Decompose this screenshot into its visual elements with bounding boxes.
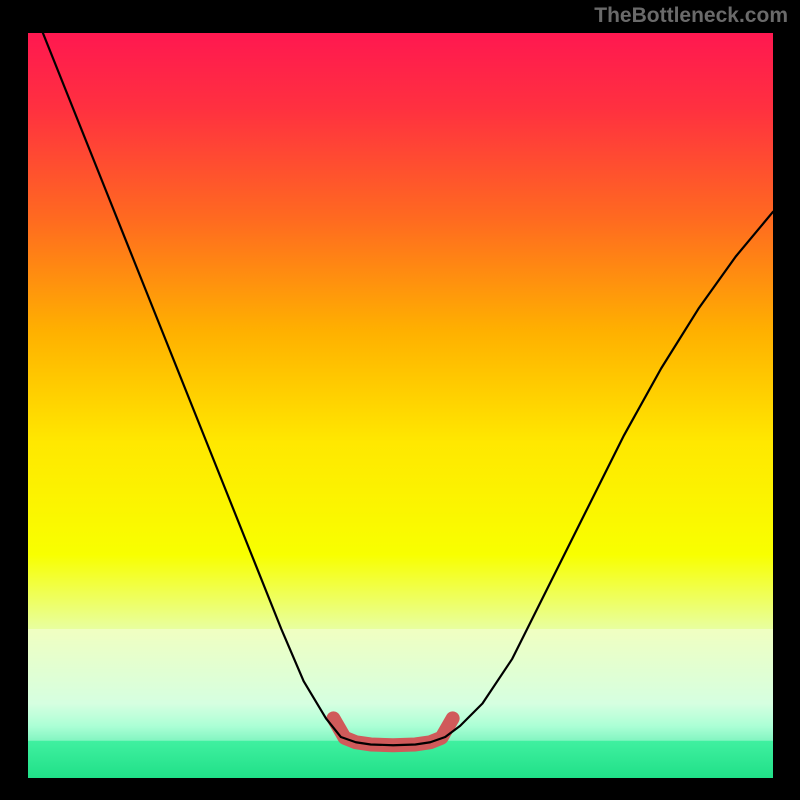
chart-svg <box>28 33 773 778</box>
watermark-text: TheBottleneck.com <box>594 4 788 28</box>
chart-frame: TheBottleneck.com <box>0 0 800 800</box>
plot-area <box>28 33 773 778</box>
pale-band <box>28 629 773 741</box>
